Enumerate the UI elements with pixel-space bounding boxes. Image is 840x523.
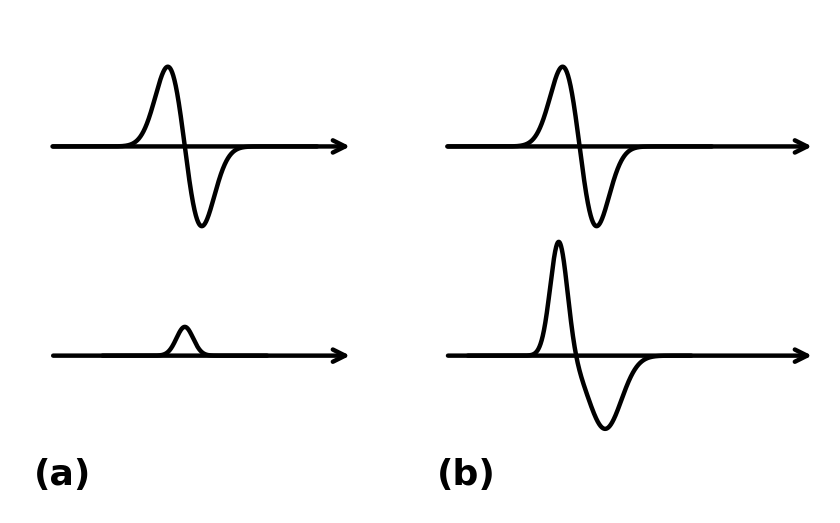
Text: (a): (a) xyxy=(34,458,91,492)
Text: (b): (b) xyxy=(437,458,496,492)
